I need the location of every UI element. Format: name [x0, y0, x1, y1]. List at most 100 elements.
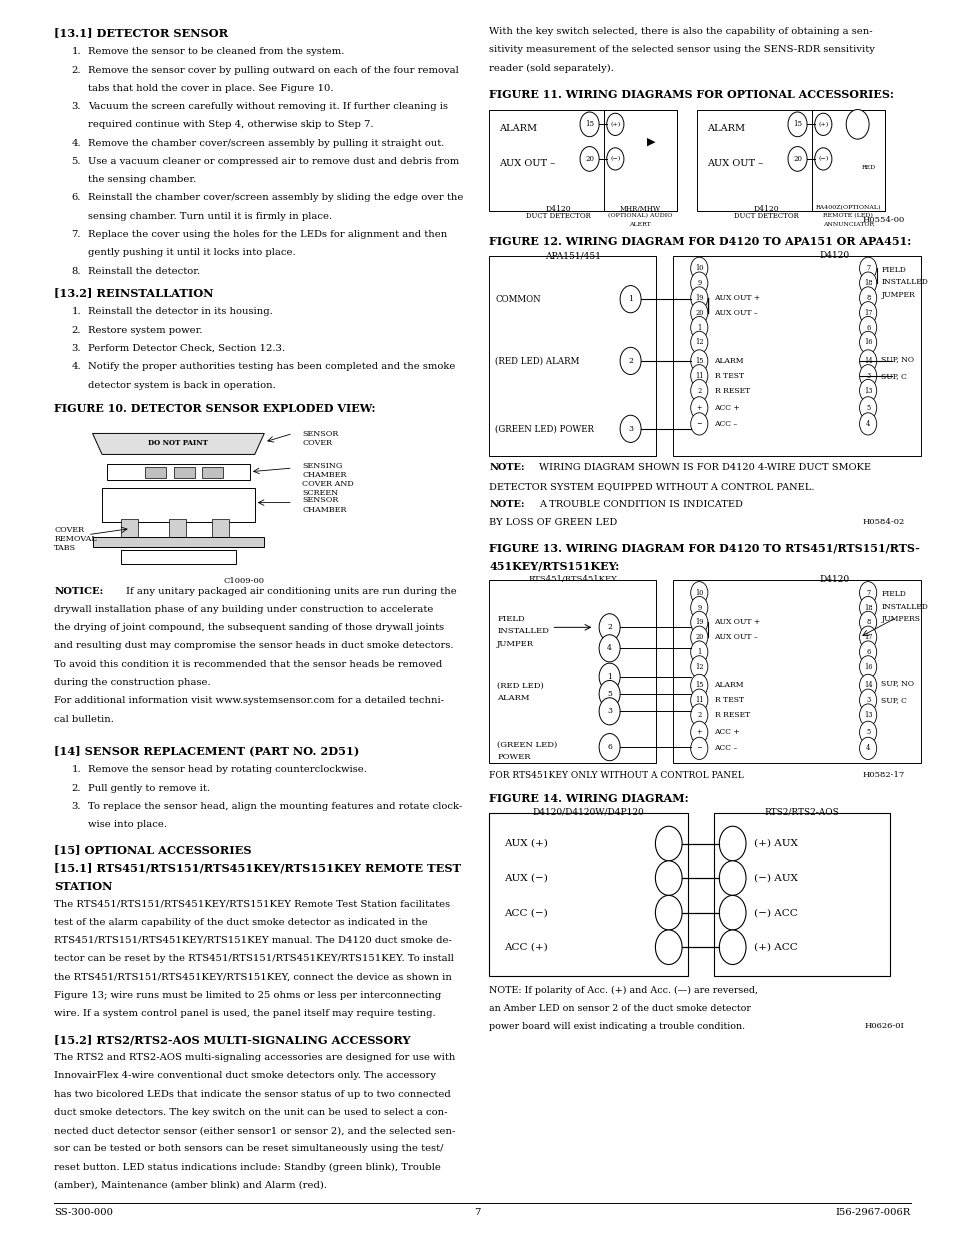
Text: (amber), Maintenance (amber blink) and Alarm (red).: (amber), Maintenance (amber blink) and A… — [54, 1181, 327, 1191]
Text: (+) AUX: (+) AUX — [753, 839, 797, 848]
Bar — [672, 580, 920, 763]
Text: Reinstall the detector.: Reinstall the detector. — [88, 267, 200, 275]
Bar — [121, 519, 138, 537]
Text: reader (sold separately).: reader (sold separately). — [489, 64, 614, 73]
Bar — [603, 110, 677, 211]
Text: 1: 1 — [697, 324, 700, 331]
Text: sitivity measurement of the selected sensor using the SENS-RDR sensitivity: sitivity measurement of the selected sen… — [489, 46, 874, 54]
Circle shape — [859, 582, 876, 604]
Text: 7: 7 — [865, 589, 869, 597]
Circle shape — [859, 412, 876, 435]
Text: DETECTOR SYSTEM EQUIPPED WITHOUT A CONTROL PANEL.: DETECTOR SYSTEM EQUIPPED WITHOUT A CONTR… — [489, 482, 814, 490]
Circle shape — [690, 287, 707, 309]
Circle shape — [655, 930, 681, 965]
Text: 4: 4 — [606, 645, 612, 652]
Text: 6.: 6. — [71, 194, 81, 203]
Text: 1: 1 — [606, 673, 612, 680]
Text: 2: 2 — [606, 624, 612, 631]
Bar — [811, 110, 884, 211]
Circle shape — [598, 734, 619, 761]
Circle shape — [845, 110, 868, 140]
Text: 5: 5 — [865, 729, 869, 736]
Bar — [169, 519, 186, 537]
Text: 4.: 4. — [71, 138, 81, 148]
Circle shape — [619, 415, 640, 442]
Circle shape — [859, 316, 876, 338]
Text: BY LOSS OF GREEN LED: BY LOSS OF GREEN LED — [489, 519, 617, 527]
Text: Pull gently to remove it.: Pull gently to remove it. — [88, 783, 210, 793]
Text: 13: 13 — [863, 387, 871, 394]
Text: (−) ACC: (−) ACC — [753, 908, 797, 918]
Circle shape — [690, 674, 707, 697]
Circle shape — [859, 674, 876, 697]
Text: The RTS2 and RTS2-AOS multi-signaling accessories are designed for use with: The RTS2 and RTS2-AOS multi-signaling ac… — [54, 1053, 456, 1062]
Text: D4120: D4120 — [545, 205, 570, 212]
Text: (OPTIONAL) AUDIO: (OPTIONAL) AUDIO — [607, 214, 672, 219]
Circle shape — [579, 112, 598, 137]
Text: RTS451/RTS151/RTS451KEY/RTS151KEY manual. The D4120 duct smoke de-: RTS451/RTS151/RTS451KEY/RTS151KEY manual… — [54, 936, 452, 945]
Text: FIELD: FIELD — [497, 615, 524, 622]
Text: 4: 4 — [865, 745, 869, 752]
Text: 4: 4 — [865, 420, 869, 427]
Text: SUP, C: SUP, C — [881, 372, 906, 380]
Circle shape — [814, 114, 831, 136]
Circle shape — [787, 112, 806, 137]
Text: NOTE: If polarity of Acc. (+) and Acc. (—) are reversed,: NOTE: If polarity of Acc. (+) and Acc. (… — [489, 986, 758, 994]
Circle shape — [690, 316, 707, 338]
Circle shape — [859, 737, 876, 760]
Text: 2: 2 — [697, 711, 700, 719]
Text: 12: 12 — [695, 338, 702, 346]
Text: AUX (−): AUX (−) — [503, 873, 547, 883]
Text: ALARM: ALARM — [714, 357, 743, 364]
Text: (RED LED) ALARM: (RED LED) ALARM — [495, 357, 578, 366]
Text: AUX OUT –: AUX OUT – — [714, 309, 758, 316]
Text: RED: RED — [861, 165, 875, 170]
Circle shape — [859, 364, 876, 387]
Text: ALARM: ALARM — [714, 682, 743, 689]
Text: the sensing chamber.: the sensing chamber. — [88, 175, 195, 184]
Text: 19: 19 — [695, 619, 702, 626]
Circle shape — [859, 611, 876, 634]
Text: tabs that hold the cover in place. See Figure 10.: tabs that hold the cover in place. See F… — [88, 84, 333, 93]
Text: required continue with Step 4, otherwise skip to Step 7.: required continue with Step 4, otherwise… — [88, 120, 373, 130]
Text: ACC (+): ACC (+) — [503, 942, 547, 952]
Text: 6: 6 — [865, 648, 869, 656]
Text: 3.: 3. — [71, 802, 81, 811]
Text: AUX OUT –: AUX OUT – — [714, 634, 758, 641]
Text: Replace the cover using the holes for the LEDs for alignment and then: Replace the cover using the holes for th… — [88, 230, 447, 240]
Text: Perform Detector Check, Section 12.3.: Perform Detector Check, Section 12.3. — [88, 345, 284, 353]
Text: D4120: D4120 — [819, 251, 849, 261]
Text: 19: 19 — [695, 294, 702, 301]
Bar — [489, 110, 677, 211]
Text: D4120: D4120 — [819, 576, 849, 584]
Circle shape — [859, 689, 876, 711]
Circle shape — [655, 826, 681, 861]
Text: 16: 16 — [863, 338, 871, 346]
Text: (+) ACC: (+) ACC — [753, 942, 797, 952]
Circle shape — [690, 641, 707, 663]
Text: DUCT DETECTOR: DUCT DETECTOR — [525, 212, 590, 220]
Text: NOTE:: NOTE: — [489, 500, 524, 509]
Text: For additional information visit www.systemsensor.com for a detailed techni-: For additional information visit www.sys… — [54, 697, 444, 705]
Text: [15] OPTIONAL ACCESSORIES: [15] OPTIONAL ACCESSORIES — [54, 845, 252, 856]
Text: 451KEY/RTS151KEY:: 451KEY/RTS151KEY: — [489, 561, 619, 572]
Text: (GREEN LED) POWER: (GREEN LED) POWER — [495, 425, 594, 433]
Text: 3: 3 — [865, 697, 869, 704]
Text: 15: 15 — [584, 120, 594, 128]
Text: (+): (+) — [610, 122, 619, 127]
Text: I56-2967-006R: I56-2967-006R — [835, 1208, 910, 1216]
Text: ACC +: ACC + — [714, 404, 740, 411]
Text: JUMPER: JUMPER — [881, 290, 914, 299]
Text: C1009-00: C1009-00 — [223, 577, 264, 584]
Text: 20: 20 — [695, 634, 702, 641]
Text: AUX OUT –: AUX OUT – — [498, 159, 555, 168]
Text: (−): (−) — [610, 157, 619, 162]
Text: 9: 9 — [697, 279, 700, 287]
Circle shape — [598, 635, 619, 662]
Text: (−): (−) — [818, 157, 827, 162]
Circle shape — [606, 148, 623, 170]
Bar — [92, 537, 264, 547]
Circle shape — [606, 114, 623, 136]
Text: ALARM: ALARM — [498, 125, 537, 133]
Text: With the key switch selected, there is also the capability of obtaining a sen-: With the key switch selected, there is a… — [489, 27, 872, 36]
